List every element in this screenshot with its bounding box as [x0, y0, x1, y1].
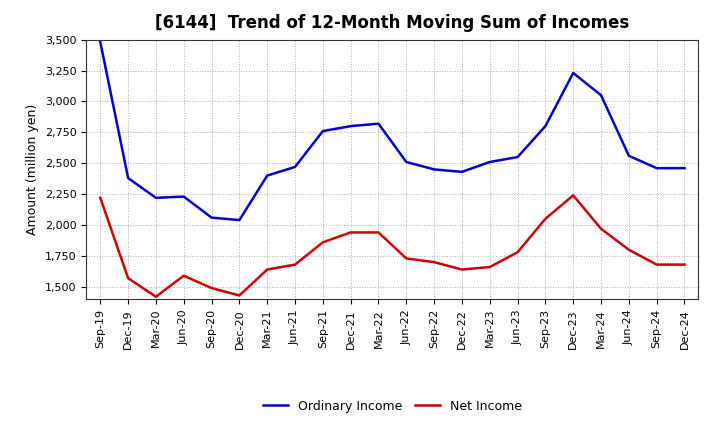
- Ordinary Income: [207, 215, 216, 220]
- Net Income: [624, 247, 633, 253]
- Net Income: [235, 293, 243, 298]
- Net Income: [346, 230, 355, 235]
- Net Income: [652, 262, 661, 267]
- Line: Net Income: Net Income: [100, 195, 685, 297]
- Net Income: [96, 195, 104, 201]
- Ordinary Income: [652, 165, 661, 171]
- Net Income: [597, 226, 606, 231]
- Net Income: [680, 262, 689, 267]
- Legend: Ordinary Income, Net Income: Ordinary Income, Net Income: [258, 395, 527, 418]
- Ordinary Income: [541, 124, 550, 129]
- Ordinary Income: [624, 153, 633, 158]
- Net Income: [291, 262, 300, 267]
- Net Income: [374, 230, 383, 235]
- Net Income: [152, 294, 161, 299]
- Net Income: [569, 193, 577, 198]
- Net Income: [179, 273, 188, 279]
- Net Income: [263, 267, 271, 272]
- Title: [6144]  Trend of 12-Month Moving Sum of Incomes: [6144] Trend of 12-Month Moving Sum of I…: [156, 15, 629, 33]
- Net Income: [124, 275, 132, 281]
- Ordinary Income: [430, 167, 438, 172]
- Ordinary Income: [291, 164, 300, 169]
- Net Income: [541, 216, 550, 221]
- Net Income: [207, 286, 216, 291]
- Ordinary Income: [402, 159, 410, 165]
- Net Income: [430, 260, 438, 265]
- Ordinary Income: [569, 70, 577, 76]
- Net Income: [485, 264, 494, 270]
- Ordinary Income: [152, 195, 161, 201]
- Ordinary Income: [346, 124, 355, 129]
- Ordinary Income: [96, 40, 104, 45]
- Net Income: [318, 240, 327, 245]
- Ordinary Income: [318, 128, 327, 134]
- Ordinary Income: [124, 176, 132, 181]
- Ordinary Income: [680, 165, 689, 171]
- Ordinary Income: [513, 154, 522, 160]
- Line: Ordinary Income: Ordinary Income: [100, 42, 685, 220]
- Net Income: [458, 267, 467, 272]
- Ordinary Income: [374, 121, 383, 126]
- Ordinary Income: [458, 169, 467, 175]
- Y-axis label: Amount (million yen): Amount (million yen): [27, 104, 40, 235]
- Ordinary Income: [179, 194, 188, 199]
- Ordinary Income: [263, 173, 271, 178]
- Net Income: [513, 249, 522, 255]
- Ordinary Income: [597, 92, 606, 98]
- Ordinary Income: [485, 159, 494, 165]
- Ordinary Income: [235, 217, 243, 223]
- Net Income: [402, 256, 410, 261]
